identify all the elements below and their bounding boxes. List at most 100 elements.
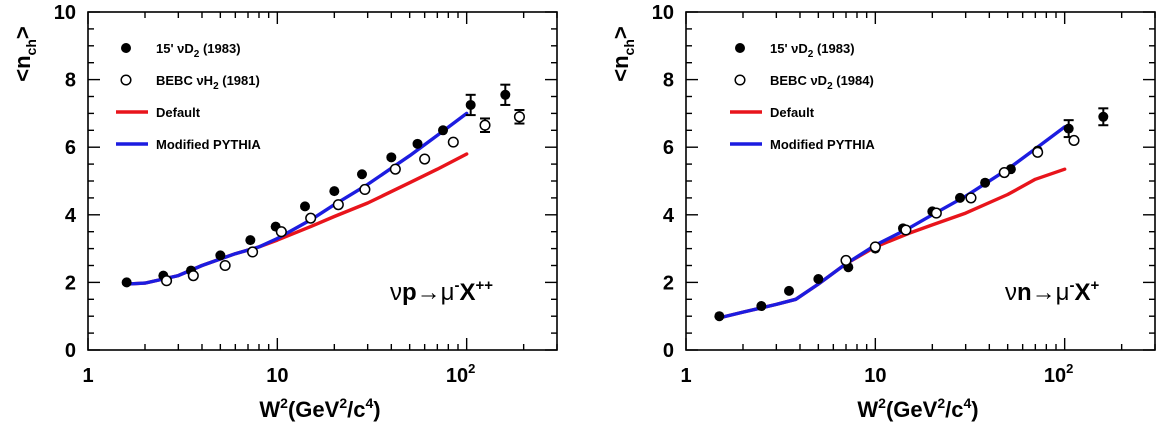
chart1-y-axis-title-sub: ch [23,39,39,55]
chart1-series-1-point [513,111,525,123]
chart1-legend-label-2-text: Default [156,105,201,120]
chart1-legend-label-0-post: (1983) [199,41,240,56]
chart2-series-1-point [930,207,942,219]
chart1-x-tick-label-100-base: 10 [446,365,468,387]
chart2-series-1-point [1068,134,1080,146]
chart1-series-0-point [500,89,511,100]
chart1-series-1-point [332,199,344,211]
chart2-y-axis-title-sub: ch [621,39,637,55]
chart2-legend-label-1-sub: 2 [827,81,833,92]
chart1-series-0-point [215,250,226,261]
chart1-series-1-point [389,163,401,175]
chart2-y-tick-label: 2 [663,272,674,294]
chart2-series-0-point [954,192,965,203]
chart2-x-axis-title: W2(GeV2/c4) [857,395,978,422]
chart1-plot-frame [87,11,558,351]
chart2-reaction-nu: ν [1005,279,1017,306]
chart2-x-axis-title-sup: 2 [878,395,886,411]
chart2-legend-label-0: 15' νD2 (1983) [770,41,855,60]
chart2-x-axis-title-w: W [857,397,878,422]
chart1-y-axis-title-n: <n [10,55,35,81]
chart2-series-0-point [756,301,767,312]
chart1-x-tick-label-100-exp: 2 [468,361,475,376]
chart1-series-1-point [359,183,371,195]
chart1-series-1-point [247,246,259,258]
chart1-legend-label-2: Default [156,105,201,120]
chart1-series-1-point [219,259,231,272]
chart2-x-tick-label-10: 10 [864,365,886,387]
chart2-legend-label-0-sub: 2 [808,49,814,60]
chart1-y-tick-label: 2 [65,272,76,294]
chart1-series-1-point [275,226,287,238]
chart2-reaction-x-charge: + [1091,277,1100,294]
chart1-series-0-point [438,125,449,136]
chart1-series-0-point [386,152,397,163]
chart2-reaction-label: νn→μ-X+ [1005,277,1100,306]
chart2-legend-label-1: BEBC νD2 (1984) [770,73,874,92]
chart1-reaction-label: νp→μ-X++ [390,277,493,306]
chart1-x-axis-title-close: ) [373,397,380,422]
chart2-series-0-point [784,285,795,296]
chart1-series-0-point [356,169,367,180]
chart1-series-1-point [419,153,431,165]
chart2-legend-label-3-text: Modified PYTHIA [770,137,875,152]
chart1-x-axis-title-w: W [259,397,280,422]
chart1-reaction-arrow-mu: →μ [417,279,455,306]
chart1-y-tick-label: 6 [65,137,76,159]
chart2-legend-label-2-text: Default [770,105,815,120]
chart1-x-axis-title-unit: /c [347,397,365,422]
chart1-series-0-point [412,138,423,149]
chart1-y-tick-label: 4 [65,205,77,227]
chart2-x-tick-label-100: 102 [1044,361,1073,387]
chart2-series-1-point [1032,146,1044,158]
chart1-series-0-point [329,186,340,197]
chart2-y-tick-label: 0 [663,340,674,362]
chart2-legend-label-0-post: (1983) [813,41,854,56]
chart2-series-0-point [813,274,824,285]
chart1-reaction-x: X [460,279,476,306]
chart1-series-3-line [124,111,469,286]
chart2-reaction-x: X [1075,279,1091,306]
chart2-y-axis-title: <nch> [608,26,637,82]
chart2-series-0-point [1063,123,1074,134]
chart2-x-tick-label-100-base: 10 [1044,365,1066,387]
chart2-series-0-point [1098,111,1109,122]
chart1-x-tick-label-1: 1 [82,365,93,387]
chart1-legend-label-0-sub: 2 [194,49,200,60]
chart1-x-tick-label-10: 10 [266,365,288,387]
chart1-y-tick-label: 0 [65,340,76,362]
chart2-series-1-point [965,192,977,204]
chart2-y-tick-label: 4 [663,205,675,227]
chart1-series-0-point [465,99,476,110]
chart1-x-axis-title-sup: 4 [365,395,373,411]
chart1-series-1-point [187,270,199,282]
chart2-y-tick-label: 10 [652,2,674,24]
chart2-legend-label-2: Default [770,105,815,120]
chart1-legend-marker-0 [121,43,131,53]
chart1-x-tick-label-100: 102 [446,361,475,387]
chart1-reaction-nu: ν [390,279,402,306]
chart2-x-tick-label-100-exp: 2 [1066,361,1073,376]
chart2-y-tick-label: 8 [663,70,674,92]
chart1-y-tick-label: 10 [54,2,76,24]
chart1-series-1-point [447,136,459,148]
chart1-series-0-point [121,277,132,288]
chart1-series-1-point [161,275,173,287]
chart2-legend-label-3: Modified PYTHIA [770,137,875,152]
chart2-x-axis-title-unit: (GeV [886,397,938,422]
chart2-reaction-mu-charge: - [1070,277,1075,294]
chart1-x-axis-title-unit: (GeV [288,397,340,422]
chart1-legend-label-3: Modified PYTHIA [156,137,261,152]
chart1-reaction-target: p [402,279,417,306]
chart1-legend-label-3-text: Modified PYTHIA [156,137,261,152]
chart2-series-0-point [714,311,725,322]
chart2-series-1-point [840,254,852,266]
chart2-series-1-point [900,224,912,236]
chart2-reaction-target: n [1017,279,1032,306]
chart1-y-axis-title-close: > [10,26,35,39]
chart2-series-1-point [998,167,1010,179]
chart2-reaction-arrow-mu: →μ [1032,279,1070,306]
chart2-x-axis-title-sup: 4 [963,395,971,411]
